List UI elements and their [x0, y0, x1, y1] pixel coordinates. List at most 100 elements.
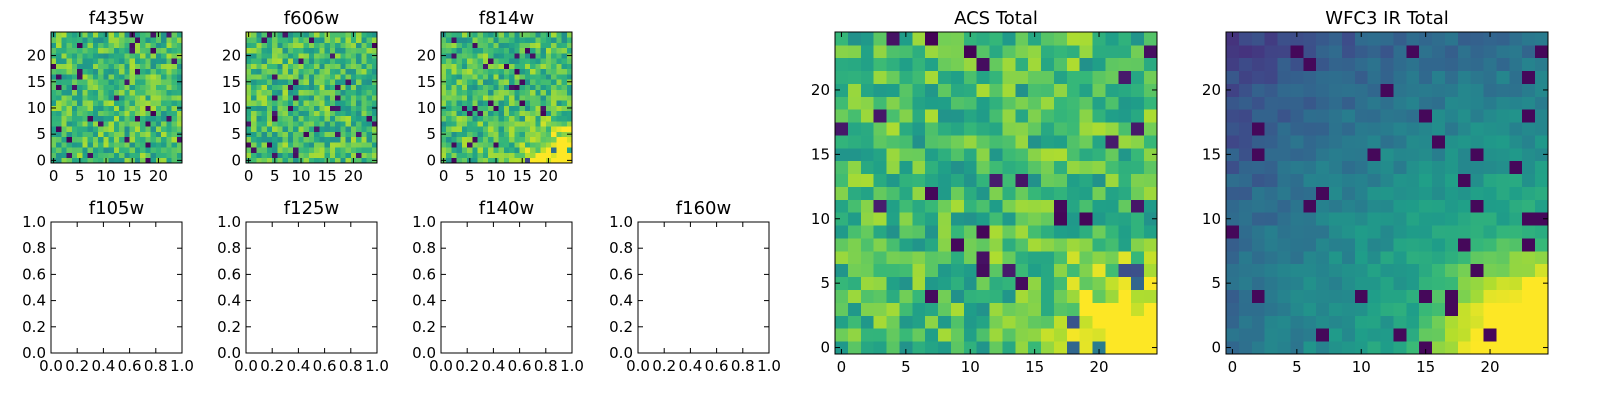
heatmap-cell [514, 79, 520, 85]
heatmap-cell [1238, 289, 1253, 303]
heatmap-cell [361, 63, 367, 70]
heatmap-cell [847, 147, 862, 162]
heatmap-cell [1354, 147, 1369, 162]
heatmap-cell [356, 100, 362, 106]
heatmap-cell [324, 68, 331, 75]
heatmap-cell [1002, 32, 1016, 46]
heatmap-cell [66, 32, 73, 38]
heatmap-cell [145, 152, 151, 159]
heatmap-cell [1354, 250, 1369, 265]
heatmap-cell [1053, 276, 1068, 290]
heatmap-cell [545, 58, 552, 64]
heatmap-cell [134, 136, 141, 143]
heatmap-cell [1066, 212, 1081, 226]
heatmap-cell [1483, 315, 1497, 329]
heatmap-cell [1264, 302, 1278, 316]
heatmap-cell [1329, 250, 1343, 265]
heatmap-cell [335, 84, 341, 91]
heatmap-cell [345, 58, 352, 64]
heatmap-cell [477, 105, 484, 111]
heatmap-cell [535, 52, 541, 59]
heatmap-cell [56, 105, 62, 111]
heatmap-cell [482, 89, 489, 96]
heatmap-cell [77, 121, 83, 127]
heatmap-cell [503, 32, 510, 38]
heatmap-cell [524, 52, 531, 59]
heatmap-cell [1118, 96, 1132, 110]
heatmap-cell [1092, 173, 1106, 187]
heatmap-cell [272, 63, 278, 70]
heatmap-cell [1092, 44, 1106, 59]
heatmap-cell [1131, 57, 1145, 72]
heatmap-cell [493, 79, 500, 85]
y-tick-label: 15 [811, 145, 830, 163]
heatmap-cell [1329, 135, 1343, 149]
heatmap-cell [461, 100, 468, 106]
heatmap-cell [303, 152, 310, 159]
heatmap-cell [938, 341, 952, 355]
heatmap-cell [345, 126, 352, 132]
heatmap-cell [56, 42, 62, 49]
heatmap-cell [461, 136, 468, 143]
heatmap-cell [140, 157, 146, 164]
heatmap-cell [319, 73, 325, 80]
x-tick-label: 0.4 [481, 357, 505, 375]
heatmap-cell [350, 100, 357, 106]
heatmap-cell [950, 212, 965, 226]
heatmap-cell [530, 63, 536, 70]
heatmap-cell [140, 94, 146, 101]
heatmap-cell [335, 73, 341, 80]
heatmap-cell [482, 157, 489, 164]
heatmap-cell [1118, 186, 1132, 200]
heatmap-cell [319, 94, 325, 101]
heatmap-cell [256, 52, 263, 59]
heatmap-cell [82, 94, 89, 101]
heatmap-cell [261, 105, 268, 111]
heatmap-cell [119, 68, 125, 75]
heatmap-cell [519, 142, 526, 148]
heatmap-cell [1277, 315, 1291, 329]
heatmap-cell [113, 152, 120, 159]
heatmap-cell [92, 142, 99, 148]
heatmap-cell [1380, 32, 1394, 46]
heatmap-cell [912, 44, 926, 59]
heatmap-cell [886, 276, 900, 290]
heatmap-cell [71, 157, 78, 164]
heatmap-cell [161, 68, 167, 75]
heatmap-cell [150, 110, 157, 117]
heatmap-cell [1406, 289, 1420, 303]
heatmap-cell [1144, 212, 1158, 226]
heatmap-cell [451, 52, 458, 59]
heatmap-cell [1496, 328, 1510, 342]
heatmap-cell [509, 47, 515, 54]
heatmap-cell [140, 42, 146, 49]
heatmap-cell [340, 142, 346, 148]
heatmap-cell [456, 121, 463, 127]
heatmap-cell [176, 68, 183, 75]
heatmap-cell [171, 147, 178, 153]
heatmap-cell [92, 115, 99, 122]
heatmap-cell [329, 131, 336, 138]
heatmap-cell [873, 147, 887, 162]
heatmap-cell [1002, 160, 1016, 175]
heatmap-cell [912, 122, 926, 136]
heatmap-cell [61, 115, 68, 122]
heatmap-cell [503, 110, 510, 117]
heatmap-cell [488, 32, 494, 38]
heatmap-cell [1522, 302, 1536, 316]
heatmap-cell [1105, 250, 1119, 265]
heatmap-cell [535, 58, 541, 64]
heatmap-cell [1393, 44, 1407, 59]
heatmap-cell [1118, 315, 1132, 329]
heatmap-cell [251, 126, 257, 132]
heatmap-cell [860, 315, 875, 329]
heatmap-cell [477, 110, 484, 117]
heatmap-cell [456, 63, 463, 70]
heatmap-cell [446, 47, 452, 54]
heatmap-cell [1303, 70, 1317, 84]
heatmap-cell [509, 131, 515, 138]
heatmap-cell [1419, 263, 1433, 278]
heatmap-cell [1290, 250, 1304, 265]
heatmap-cell [324, 147, 331, 153]
heatmap-cell [1144, 96, 1158, 110]
